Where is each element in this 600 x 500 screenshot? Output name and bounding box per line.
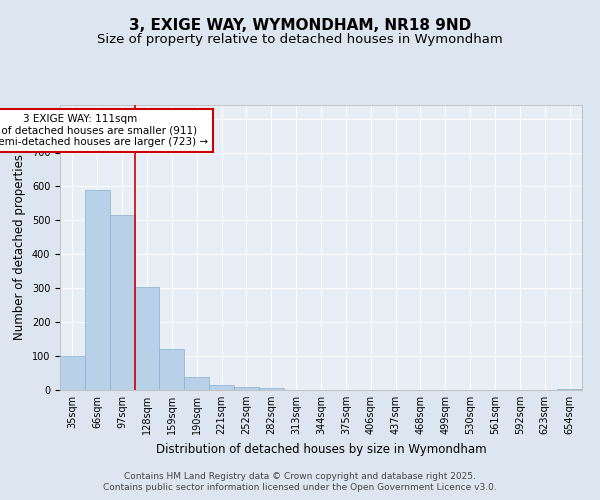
Bar [134, 286, 160, 390]
Bar [110, 216, 134, 390]
Text: Size of property relative to detached houses in Wymondham: Size of property relative to detached ho… [97, 32, 503, 46]
Bar [557, 389, 582, 390]
Bar [60, 356, 85, 390]
Bar [85, 190, 110, 390]
Y-axis label: Number of detached properties: Number of detached properties [13, 154, 26, 340]
Bar [259, 388, 284, 390]
Text: 3, EXIGE WAY, WYMONDHAM, NR18 9ND: 3, EXIGE WAY, WYMONDHAM, NR18 9ND [129, 18, 471, 32]
Text: Contains HM Land Registry data © Crown copyright and database right 2025.
Contai: Contains HM Land Registry data © Crown c… [103, 472, 497, 492]
X-axis label: Distribution of detached houses by size in Wymondham: Distribution of detached houses by size … [155, 442, 487, 456]
Bar [209, 385, 234, 390]
Text: 3 EXIGE WAY: 111sqm
← 54% of detached houses are smaller (911)
43% of semi-detac: 3 EXIGE WAY: 111sqm ← 54% of detached ho… [0, 114, 208, 147]
Bar [160, 350, 184, 390]
Bar [184, 377, 209, 390]
Bar [234, 388, 259, 390]
